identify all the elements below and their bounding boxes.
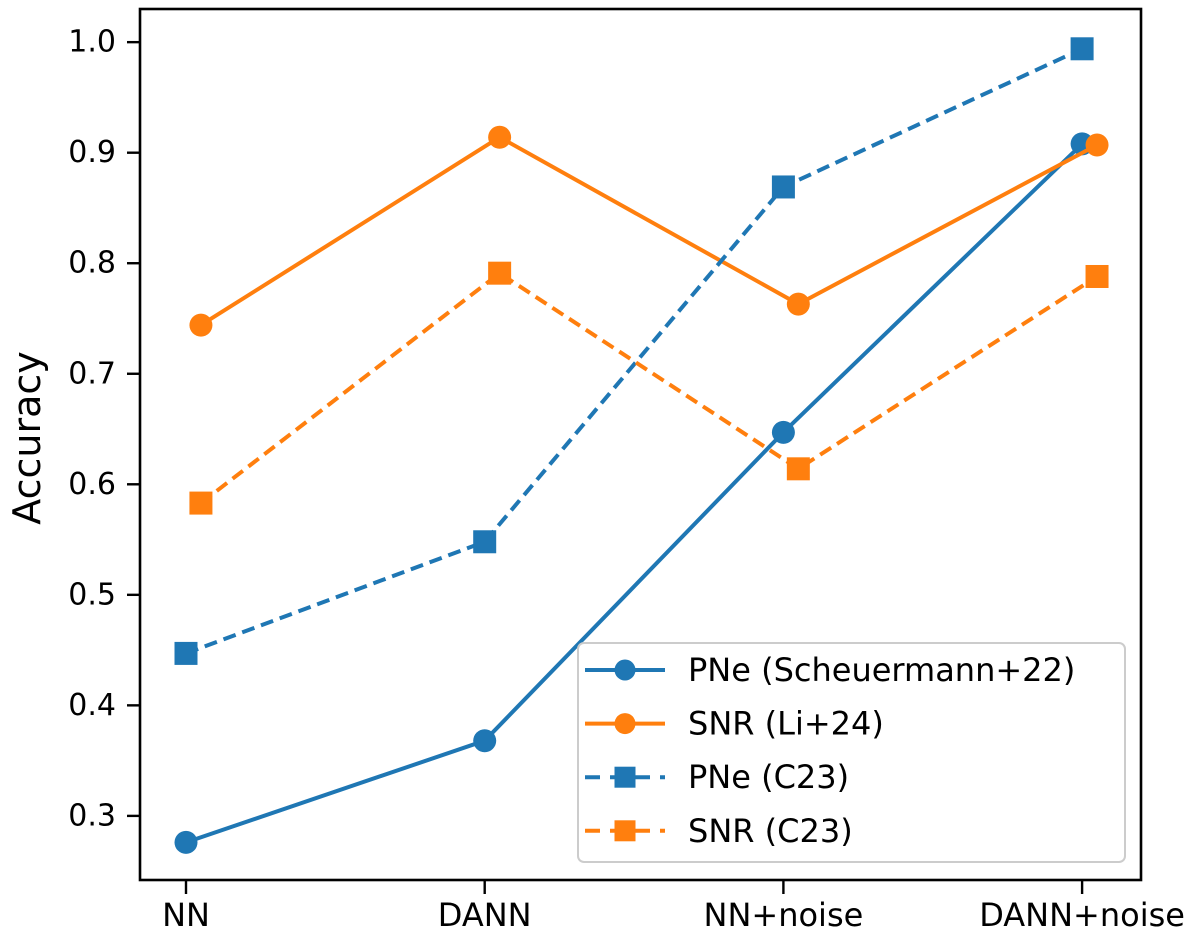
marker-0-2 bbox=[771, 420, 795, 444]
marker-1-3 bbox=[1085, 133, 1109, 157]
marker-0-0 bbox=[174, 830, 198, 854]
x-tick-label: DANN+noise bbox=[979, 896, 1185, 934]
marker-2-2 bbox=[771, 175, 795, 199]
y-tick-label: 0.5 bbox=[68, 577, 116, 612]
legend-sample-square-marker-2 bbox=[614, 766, 636, 788]
legend-label-2: PNe (C23) bbox=[688, 758, 849, 796]
marker-3-2 bbox=[786, 457, 810, 481]
y-tick-label: 0.7 bbox=[68, 356, 116, 391]
legend-sample-circle-marker-1 bbox=[614, 713, 636, 735]
y-axis-title: Accuracy bbox=[5, 351, 49, 525]
marker-1-1 bbox=[488, 125, 512, 149]
legend: PNe (Scheuermann+22) SNR (Li+24) PNe (C23)… bbox=[577, 642, 1126, 863]
y-tick-label: 0.8 bbox=[68, 246, 116, 281]
marker-3-3 bbox=[1085, 264, 1109, 288]
marker-2-3 bbox=[1070, 37, 1094, 61]
legend-sample-square-marker-3 bbox=[614, 820, 636, 842]
marker-0-1 bbox=[473, 729, 497, 753]
marker-2-1 bbox=[473, 530, 497, 554]
legend-box bbox=[577, 642, 1126, 863]
plot-area bbox=[138, 7, 1143, 882]
marker-3-0 bbox=[189, 491, 213, 515]
y-tick-label: 0.6 bbox=[68, 467, 116, 502]
series-line-2 bbox=[185, 46, 1083, 656]
series-line-0 bbox=[185, 142, 1084, 845]
legend-label-0: PNe (Scheuermann+22) bbox=[688, 651, 1075, 689]
y-tick-label: 0.3 bbox=[68, 798, 116, 833]
marker-3-1 bbox=[488, 261, 512, 285]
x-tick-label: NN+noise bbox=[704, 896, 864, 934]
x-tick-label: NN bbox=[162, 896, 210, 934]
y-tick-label: 1.0 bbox=[68, 25, 116, 60]
legend-label-3: SNR (C23) bbox=[688, 812, 853, 850]
legend-label-1: SNR (Li+24) bbox=[688, 705, 884, 743]
marker-2-0 bbox=[174, 641, 198, 665]
marker-1-2 bbox=[786, 292, 810, 316]
x-tick-label: DANN bbox=[438, 896, 532, 934]
marker-1-0 bbox=[189, 313, 213, 337]
legend-sample-circle-marker-0 bbox=[614, 659, 636, 681]
series-line-1 bbox=[199, 135, 1098, 327]
series-line-3 bbox=[199, 271, 1099, 505]
y-tick-label: 0.4 bbox=[68, 688, 116, 723]
y-tick-label: 0.9 bbox=[68, 135, 116, 170]
